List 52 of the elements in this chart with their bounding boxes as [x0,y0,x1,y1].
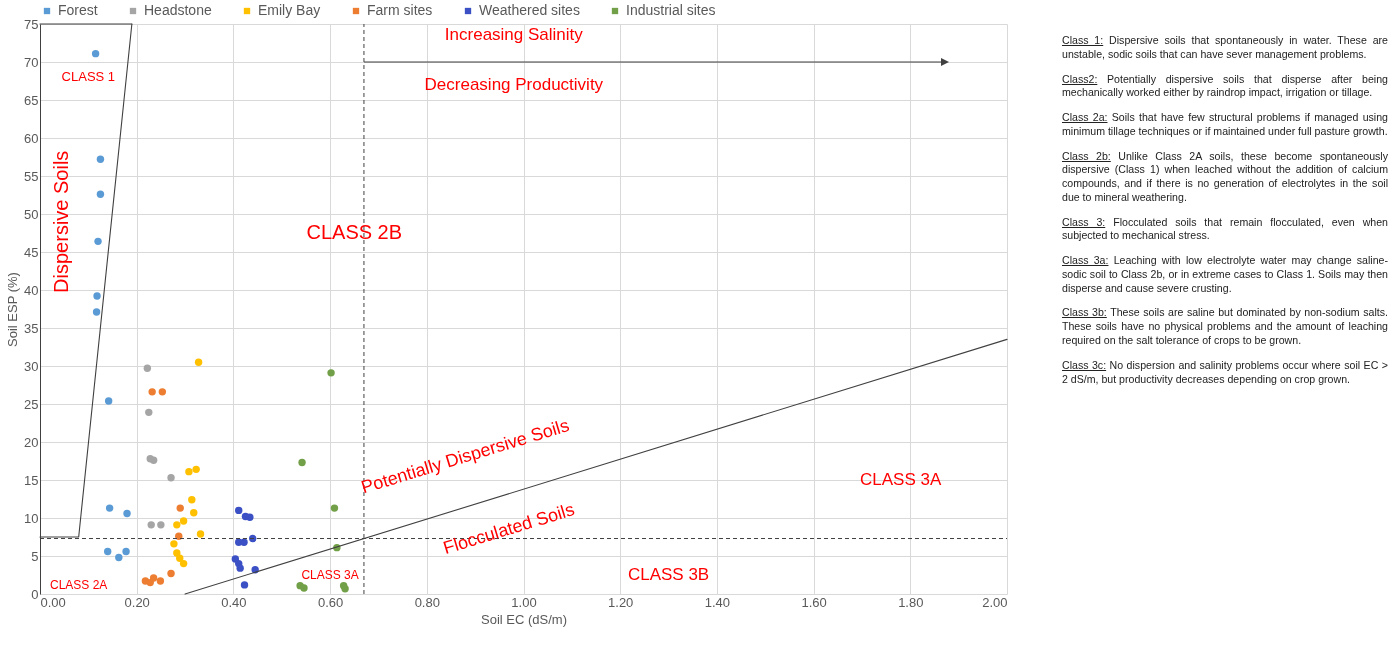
x-tick-label: 1.40 [704,594,731,610]
x-tick-label: 0.00 [40,594,66,610]
x-tick-label: 1.80 [898,594,924,610]
legend-label: Headstone [144,2,212,18]
y-tick-label: 50 [24,206,39,222]
x-tick-label: 0.40 [221,594,247,610]
text: Class 2b: Unlike Class 2A soils, these become spontaneously dispersive (Class 1) when leached without the addition of calcium compounds, and if there is no generation of electrolytes in the soil due to mineral weathering. [1062,149,1388,205]
text: Class 2a: Soils that have few structural problems if managed using minimum tillage techniques or if maintained under full pasture growth. [1062,111,1388,139]
legend-label: Farm sites [367,2,433,18]
annotation: CLASS 2B [306,221,403,244]
y-tick-label: 0 [31,586,39,602]
y-tick-label: 20 [24,434,39,450]
x-tick-label: 0.20 [124,594,150,610]
annotation: CLASS 1 [61,69,116,85]
legend-label: Emily Bay [258,2,321,18]
annotation: Decreasing Productivity [424,74,604,94]
y-tick-label: 70 [24,54,39,70]
y-tick-label: 60 [24,130,39,146]
x-tick-label: 0.80 [414,594,440,610]
x-tick-label: 0.60 [317,594,344,610]
text: Class 3c: No dispersion and salinity problems occur where soil EC > 2 dS/m, but productivity decreases depending on crop grown. [1062,358,1388,387]
x-axis-title: Soil EC (dS/m) [481,611,567,627]
legend-label: Industrial sites [626,2,716,18]
y-axis-title: Soil ESP (%) [5,272,21,347]
legend-label: Weathered sites [479,2,580,18]
x-tick-label: 2.00 [982,594,1008,610]
text: Class 3a: Leaching with low electrolyte water may change saline-sodic soil to Class 2b, or in extreme cases to Class 1. Soils may then disperse and cause severe crusting. [1062,254,1388,296]
y-tick-label: 75 [24,16,39,32]
x-tick-label: 1.20 [608,594,634,610]
y-tick-label: 35 [24,320,39,336]
annotation: Increasing Salinity [444,25,584,45]
annotation: CLASS 3B [627,565,710,585]
annotation: Dispersive Soils [49,150,72,293]
y-tick-label: 40 [24,282,39,298]
y-tick-label: 65 [24,92,39,108]
annotation: CLASS 3A [860,470,942,489]
y-tick-label: 45 [24,244,39,260]
legend-label: Forest [58,2,98,18]
annotation: CLASS 2A [49,577,108,592]
y-tick-label: 10 [24,510,39,526]
x-tick-label: 1.00 [511,594,537,610]
text: Class2: Potentially dispersive soils that disperse after being mechanically worked either by raindrop impact, irrigation or tillage. [1062,72,1388,101]
y-tick-label: 15 [24,472,39,488]
y-tick-label: 55 [24,168,39,184]
text: Class 3: Flocculated soils that remain flocculated, even when subjected to mechanical stress. [1062,215,1388,244]
y-tick-label: 25 [24,396,39,412]
x-tick-label: 1.60 [801,594,827,610]
annotation: CLASS 3A [301,568,359,583]
y-tick-label: 5 [31,548,39,564]
y-tick-label: 30 [24,358,39,374]
text: Class 1: Dispersive soils that spontaneously in water. These are unstable, sodic soils that can have sever management problems. [1062,34,1388,62]
text: Class 3b: These soils are saline but dominated by non-sodium salts. These soils have no physical problems and the amount of leaching required on the salt tolerance of crops to be grown. [1062,306,1388,348]
